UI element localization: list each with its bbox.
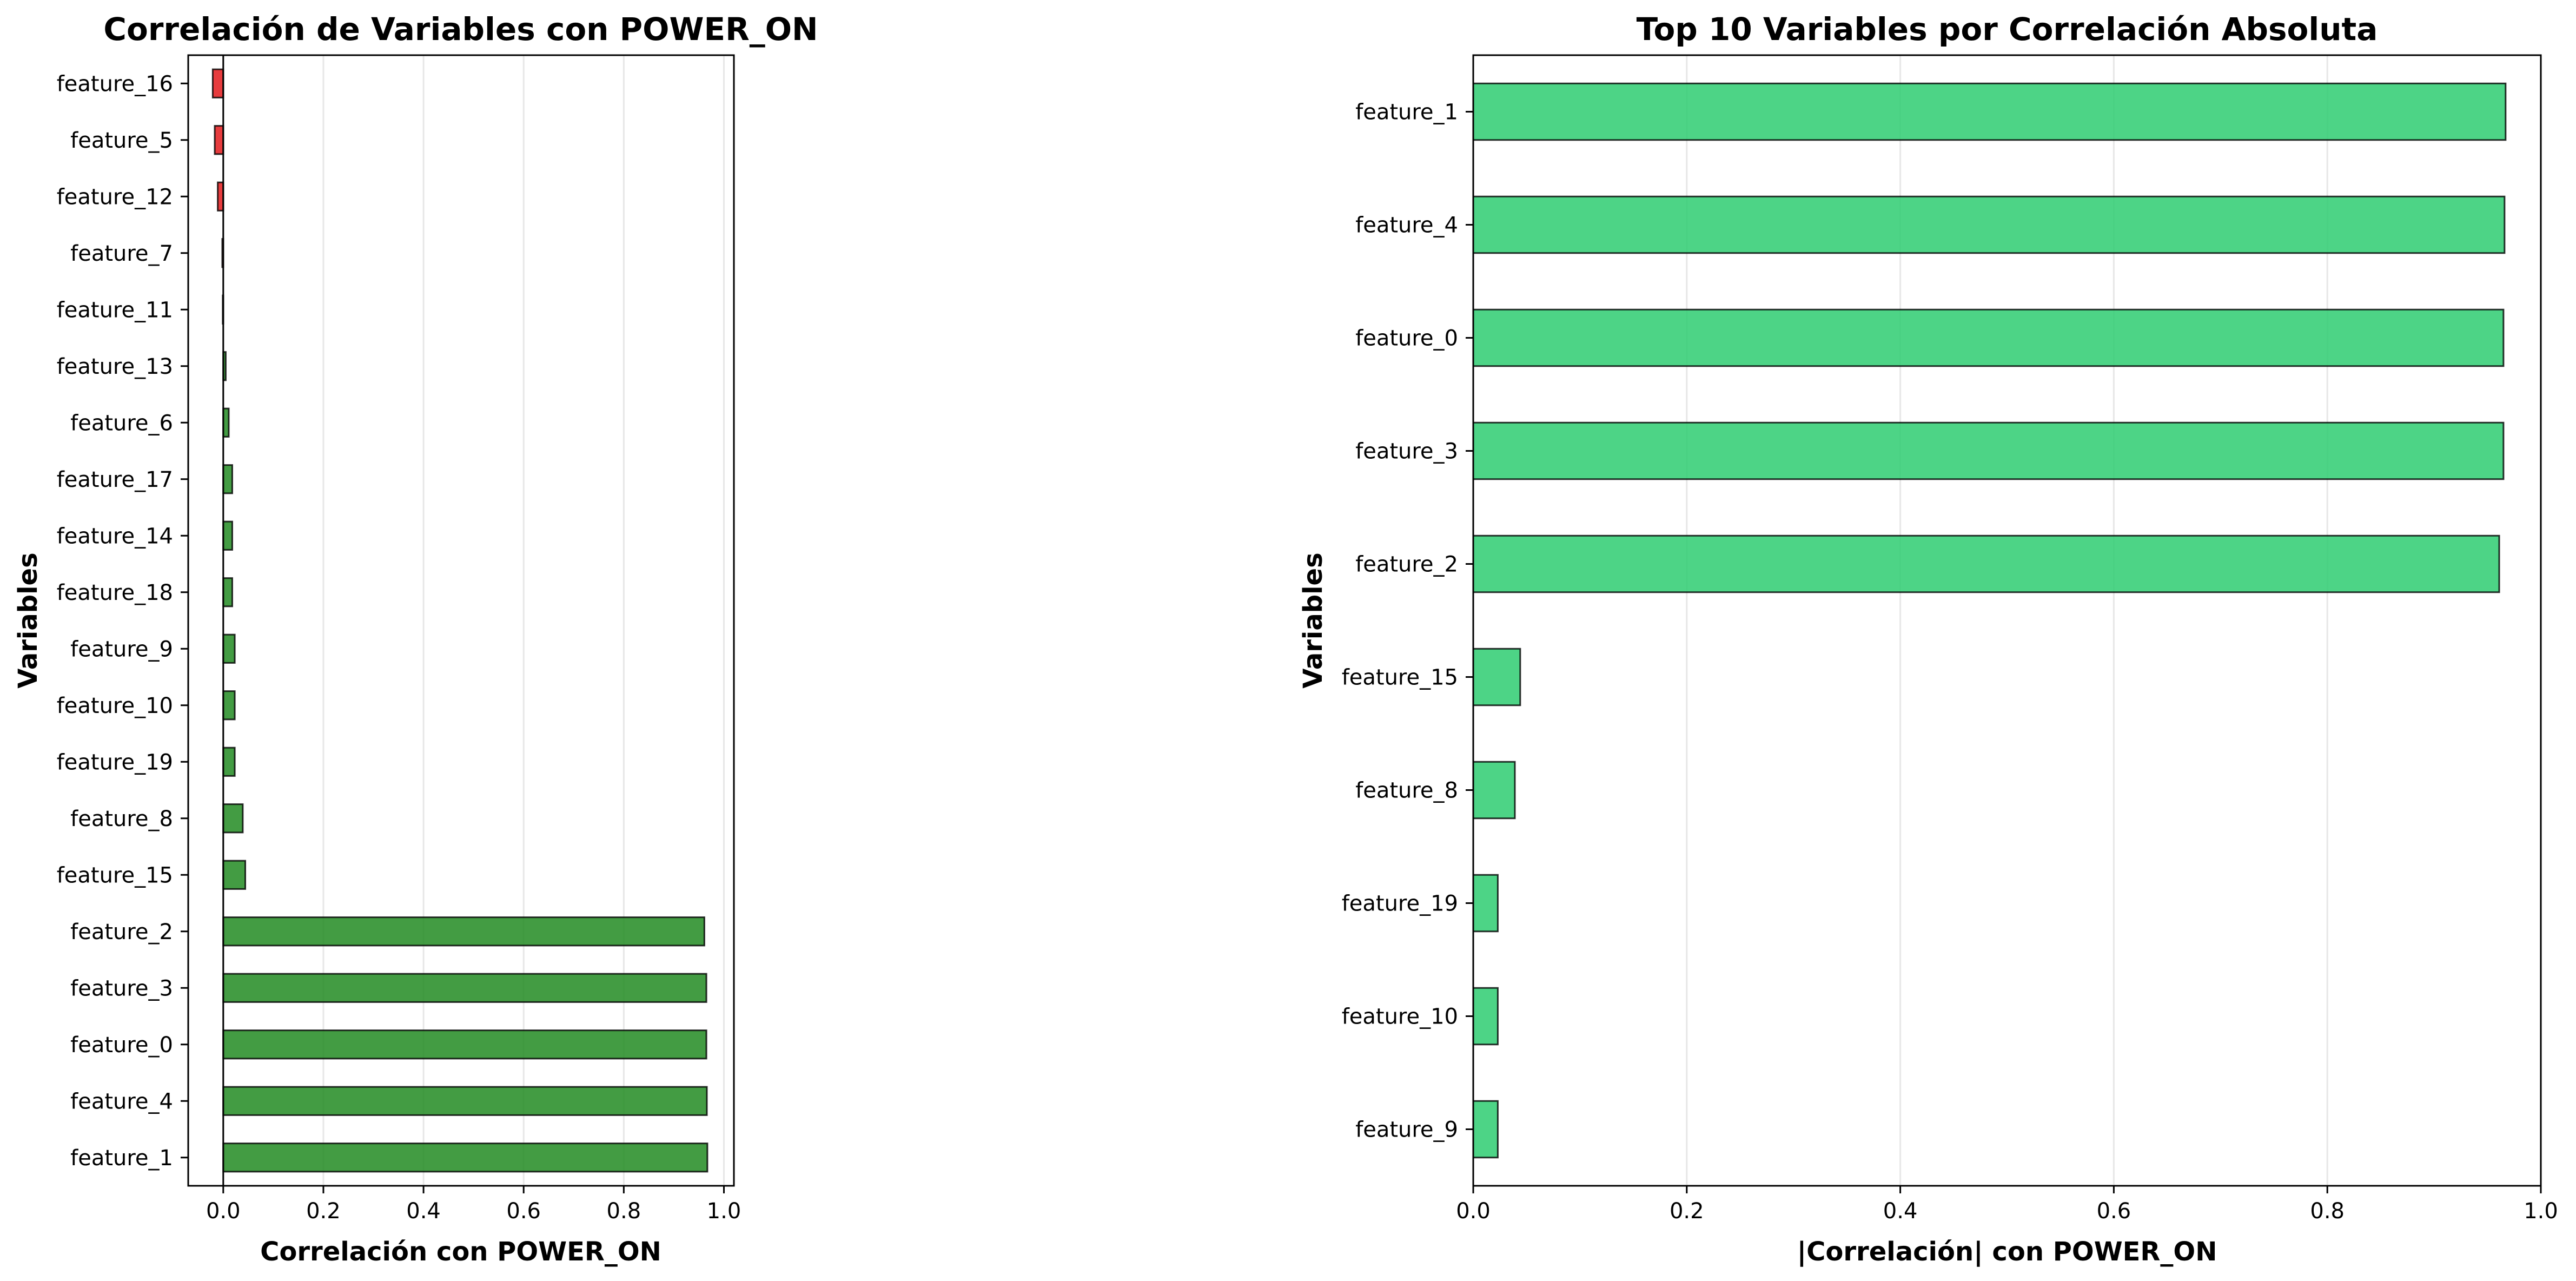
bar-feature_0	[222, 1029, 707, 1060]
x-tick-label: 0.2	[1670, 1199, 1704, 1224]
correlation-chart: 0.0 0.2 0.4 0.6 0.8 1.0 feature_16feature_5fe…	[13, 11, 818, 1267]
y-tick-label: feature_12	[57, 184, 173, 209]
bar-feature_1	[1472, 82, 2507, 141]
x-tick-label: 0.2	[306, 1199, 341, 1224]
y-ticks: feature_1 feature_4 feature_0 feature_3feat…	[1342, 100, 1473, 1143]
bar-feature_17	[222, 464, 233, 494]
y-tick-label: feature_9	[70, 637, 173, 662]
bars	[1472, 82, 2507, 1159]
bar-feature_12	[217, 181, 224, 212]
bar-feature_4	[1472, 195, 2506, 254]
bars	[211, 68, 708, 1173]
y-tick-label: feature_13	[57, 354, 173, 379]
y-ticks: feature_16 feature_5 feature_12 feature_7fe…	[57, 71, 188, 1171]
bar-feature_0	[1472, 308, 2505, 367]
y-tick-label: feature_10	[57, 694, 173, 718]
x-tick-label: 0.4	[1883, 1199, 1918, 1224]
y-tick-label: feature_19	[57, 750, 173, 775]
x-tick-label: 1.0	[707, 1199, 741, 1224]
y-tick-label: feature_19	[1342, 892, 1458, 916]
bar-feature_15	[1472, 648, 1521, 706]
y-tick-label: feature_7	[70, 241, 173, 266]
y-tick-label: feature_18	[57, 580, 173, 605]
x-tick-label: 0.4	[406, 1199, 441, 1224]
x-ticks: 0.0 0.2 0.4 0.6 0.8 1.0	[1456, 1186, 2558, 1224]
y-tick-label: feature_5	[70, 128, 173, 153]
x-tick-label: 0.6	[506, 1199, 541, 1224]
y-tick-label: feature_11	[57, 298, 173, 322]
y-tick-label: feature_4	[1355, 213, 1458, 238]
bar-feature_19	[222, 747, 236, 777]
y-tick-label: feature_15	[1342, 665, 1458, 690]
x-tick-label: 0.0	[1456, 1199, 1491, 1224]
x-ticks: 0.0 0.2 0.4 0.6 0.8 1.0	[206, 1186, 741, 1224]
y-axis-label: Variables	[13, 552, 43, 688]
y-tick-label: feature_10	[1342, 1005, 1458, 1029]
y-tick-label: feature_3	[70, 976, 173, 1001]
bar-feature_2	[222, 916, 705, 947]
y-tick-label: feature_3	[1355, 439, 1458, 464]
y-tick-label: feature_9	[1355, 1118, 1458, 1143]
y-tick-label: feature_8	[1355, 778, 1458, 803]
bar-feature_10	[1472, 987, 1499, 1046]
bar-feature_1	[222, 1143, 708, 1173]
x-tick-label: 0.8	[2310, 1199, 2345, 1224]
y-tick-label: feature_6	[70, 411, 173, 435]
y-tick-label: feature_16	[57, 71, 173, 96]
bar-feature_9	[222, 633, 236, 664]
bar-feature_6	[222, 407, 230, 438]
bar-feature_3	[1472, 421, 2505, 480]
bar-feature_15	[222, 860, 247, 890]
y-tick-label: feature_14	[57, 524, 173, 549]
y-tick-label: feature_8	[70, 807, 173, 831]
x-tick-label: 0.8	[607, 1199, 641, 1224]
y-tick-label: feature_15	[57, 863, 173, 888]
x-tick-label: 0.0	[206, 1199, 241, 1224]
bar-feature_16	[211, 68, 224, 98]
y-tick-label: feature_0	[1355, 326, 1458, 351]
x-tick-label: 0.6	[2097, 1199, 2131, 1224]
x-tick-label: 1.0	[2524, 1199, 2558, 1224]
bar-feature_8	[222, 803, 244, 834]
y-tick-label: feature_17	[57, 467, 173, 492]
bar-feature_9	[1472, 1100, 1499, 1159]
bar-feature_18	[222, 577, 233, 608]
top10-abs-correlation-chart: 0.0 0.2 0.4 0.6 0.8 1.0 feature_1feature_4fea…	[1298, 11, 2558, 1267]
chart-title: Correlación de Variables con POWER_ON	[103, 11, 818, 48]
x-axis-label: Correlación con POWER_ON	[260, 1237, 661, 1267]
y-axis-label: Variables	[1298, 552, 1328, 688]
y-tick-label: feature_2	[70, 920, 173, 945]
chart-title: Top 10 Variables por Correlación Absolut…	[1637, 11, 2378, 48]
y-tick-label: feature_2	[1355, 552, 1458, 577]
y-tick-label: feature_0	[70, 1033, 173, 1058]
plot-frame	[1472, 54, 2542, 1187]
bar-feature_8	[1472, 761, 1516, 820]
bar-feature_10	[222, 690, 236, 721]
bar-feature_5	[214, 125, 224, 155]
y-tick-label: feature_1	[70, 1146, 173, 1171]
x-axis-label: |Correlación| con POWER_ON	[1797, 1237, 2217, 1267]
bar-feature_2	[1472, 534, 2500, 593]
bar-feature_19	[1472, 874, 1499, 933]
bar-feature_14	[222, 520, 233, 551]
y-tick-label: feature_4	[70, 1089, 173, 1114]
plot-frame	[187, 54, 735, 1187]
bar-feature_3	[222, 973, 707, 1003]
bar-feature_4	[222, 1086, 708, 1116]
y-tick-label: feature_1	[1355, 100, 1458, 125]
